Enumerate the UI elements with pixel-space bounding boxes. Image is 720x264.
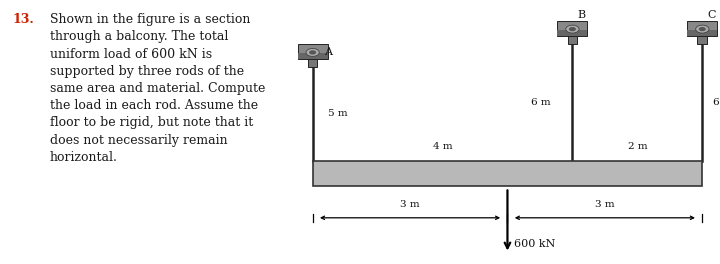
- Bar: [297, 53, 328, 59]
- Text: 3 m: 3 m: [595, 200, 615, 209]
- Text: 6 m: 6 m: [714, 98, 720, 107]
- Circle shape: [566, 25, 579, 33]
- Circle shape: [696, 25, 709, 33]
- Bar: [567, 36, 577, 44]
- Text: 13.: 13.: [13, 13, 35, 26]
- Circle shape: [309, 50, 316, 55]
- Text: 600 kN: 600 kN: [514, 239, 555, 249]
- Bar: [557, 30, 588, 36]
- Bar: [698, 36, 707, 44]
- Circle shape: [569, 27, 576, 31]
- Text: Shown in the figure is a section
through a balcony. The total
uniform load of 60: Shown in the figure is a section through…: [50, 13, 265, 164]
- Text: 5 m: 5 m: [328, 110, 348, 119]
- Bar: [687, 21, 717, 36]
- Bar: [312, 161, 702, 186]
- Text: 2 m: 2 m: [628, 142, 647, 151]
- Bar: [687, 30, 717, 36]
- Bar: [557, 21, 588, 36]
- Text: 4 m: 4 m: [433, 142, 452, 151]
- Bar: [297, 44, 328, 59]
- Circle shape: [698, 27, 706, 31]
- Text: 6 m: 6 m: [531, 98, 550, 107]
- Text: 3 m: 3 m: [400, 200, 420, 209]
- Text: C: C: [708, 10, 716, 20]
- Bar: [307, 59, 318, 67]
- Text: A: A: [324, 47, 332, 57]
- Text: B: B: [577, 10, 586, 20]
- Circle shape: [306, 49, 319, 56]
